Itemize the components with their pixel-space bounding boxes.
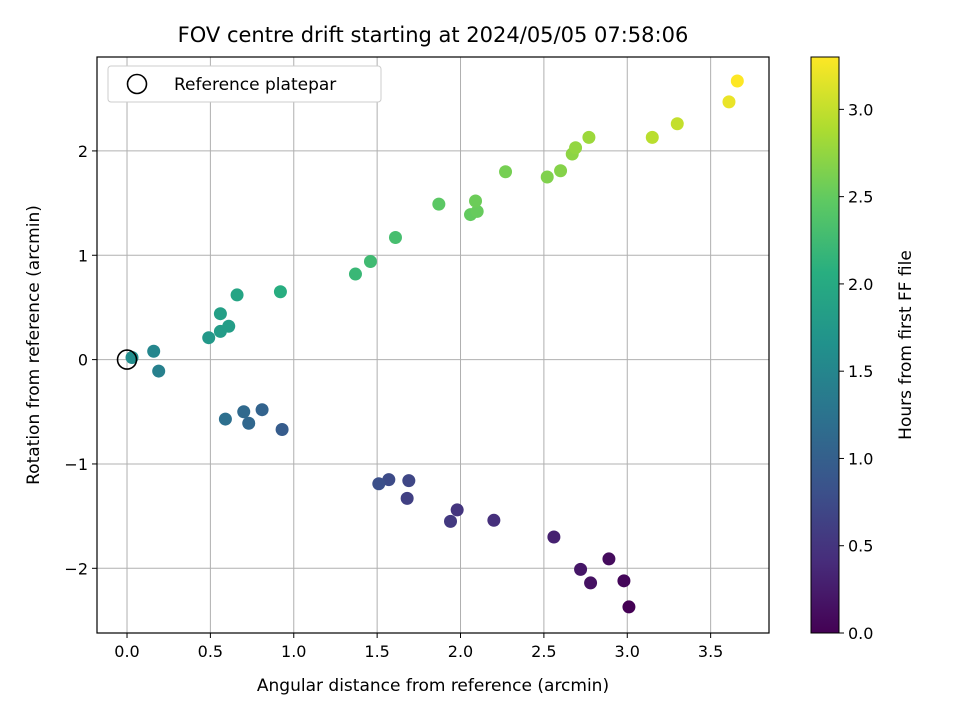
data-point bbox=[602, 552, 616, 566]
data-point bbox=[444, 514, 458, 528]
plot-area bbox=[96, 56, 770, 634]
colorbar-tick-label: 2.5 bbox=[848, 188, 873, 207]
grid-lines-y bbox=[97, 150, 769, 569]
data-point bbox=[470, 204, 484, 218]
reference-platepar-marker bbox=[116, 349, 138, 370]
data-point bbox=[402, 474, 416, 488]
y-tick-label: 2 bbox=[78, 142, 88, 161]
colorbar-tick-label: 0.0 bbox=[848, 624, 873, 643]
data-point bbox=[584, 576, 598, 590]
x-axis-ticks: 0.0 0.5 1.0 1.5 2.0 2.5 3.0 3.5 bbox=[114, 633, 723, 661]
y-tick-label: 0 bbox=[78, 351, 88, 370]
legend-box bbox=[107, 65, 382, 103]
data-point bbox=[617, 574, 631, 588]
x-tick-label: 3.0 bbox=[615, 642, 640, 661]
data-point bbox=[388, 231, 402, 245]
data-point bbox=[547, 530, 561, 544]
plot-border bbox=[96, 56, 770, 634]
data-point bbox=[450, 503, 464, 517]
data-point bbox=[222, 319, 236, 333]
data-point bbox=[582, 130, 596, 144]
data-point bbox=[469, 194, 483, 208]
y-tick-label: −1 bbox=[64, 455, 88, 474]
data-point bbox=[147, 344, 161, 358]
data-point bbox=[569, 141, 583, 155]
x-tick-label: 1.0 bbox=[281, 642, 306, 661]
data-point bbox=[202, 331, 216, 345]
colorbar-tick-label: 3.0 bbox=[848, 100, 873, 119]
x-axis-label: Angular distance from reference (arcmin) bbox=[257, 676, 609, 696]
colorbar-tick-label: 0.5 bbox=[848, 537, 873, 556]
data-point bbox=[230, 288, 244, 302]
data-point bbox=[554, 164, 568, 178]
data-point bbox=[540, 170, 554, 184]
x-tick-label: 0.5 bbox=[198, 642, 223, 661]
data-point bbox=[363, 255, 377, 269]
data-point bbox=[670, 117, 684, 131]
chart-title: FOV centre drift starting at 2024/05/05 … bbox=[178, 23, 689, 47]
colorbar: 0.0 0.5 1.0 1.5 2.0 2.5 3.0 Hours from first F… bbox=[810, 56, 916, 643]
y-tick-label: −2 bbox=[64, 559, 88, 578]
colorbar-tick-label: 1.5 bbox=[848, 362, 873, 381]
colorbar-tick-label: 2.0 bbox=[848, 275, 873, 294]
legend-label: Reference platepar bbox=[174, 75, 336, 95]
data-point bbox=[645, 130, 659, 144]
data-points bbox=[125, 74, 744, 614]
data-point bbox=[237, 405, 251, 419]
y-tick-label: 1 bbox=[78, 246, 88, 265]
x-tick-label: 0.0 bbox=[114, 642, 139, 661]
data-point bbox=[622, 600, 636, 614]
data-point bbox=[574, 562, 588, 576]
data-point bbox=[275, 423, 289, 437]
data-point bbox=[730, 74, 744, 88]
data-point bbox=[372, 477, 386, 491]
data-point bbox=[218, 412, 232, 426]
data-point bbox=[382, 473, 396, 487]
data-point bbox=[400, 491, 414, 505]
data-point bbox=[487, 513, 501, 527]
legend: Reference platepar bbox=[107, 65, 382, 103]
colorbar-label: Hours from first FF file bbox=[896, 250, 916, 440]
x-tick-label: 1.5 bbox=[364, 642, 389, 661]
data-point bbox=[273, 285, 287, 299]
data-point bbox=[242, 416, 256, 430]
colorbar-ticks: 0.0 0.5 1.0 1.5 2.0 2.5 3.0 bbox=[839, 100, 873, 643]
y-axis-ticks: −2 −1 0 1 2 bbox=[64, 142, 97, 578]
data-point bbox=[213, 307, 227, 321]
x-tick-label: 2.5 bbox=[531, 642, 556, 661]
plot-frame bbox=[97, 57, 769, 633]
data-point bbox=[722, 95, 736, 109]
data-point bbox=[255, 403, 269, 417]
colorbar-gradient bbox=[810, 56, 840, 634]
x-tick-label: 3.5 bbox=[698, 642, 723, 661]
data-point bbox=[152, 364, 166, 378]
legend-marker-icon bbox=[126, 73, 148, 95]
data-point bbox=[432, 197, 446, 211]
grid-lines-x bbox=[126, 57, 712, 633]
y-axis-label: Rotation from reference (arcmin) bbox=[24, 205, 44, 485]
data-point bbox=[499, 165, 513, 179]
colorbar-tick-label: 1.0 bbox=[848, 449, 873, 468]
data-point bbox=[348, 267, 362, 281]
x-tick-label: 2.0 bbox=[448, 642, 473, 661]
